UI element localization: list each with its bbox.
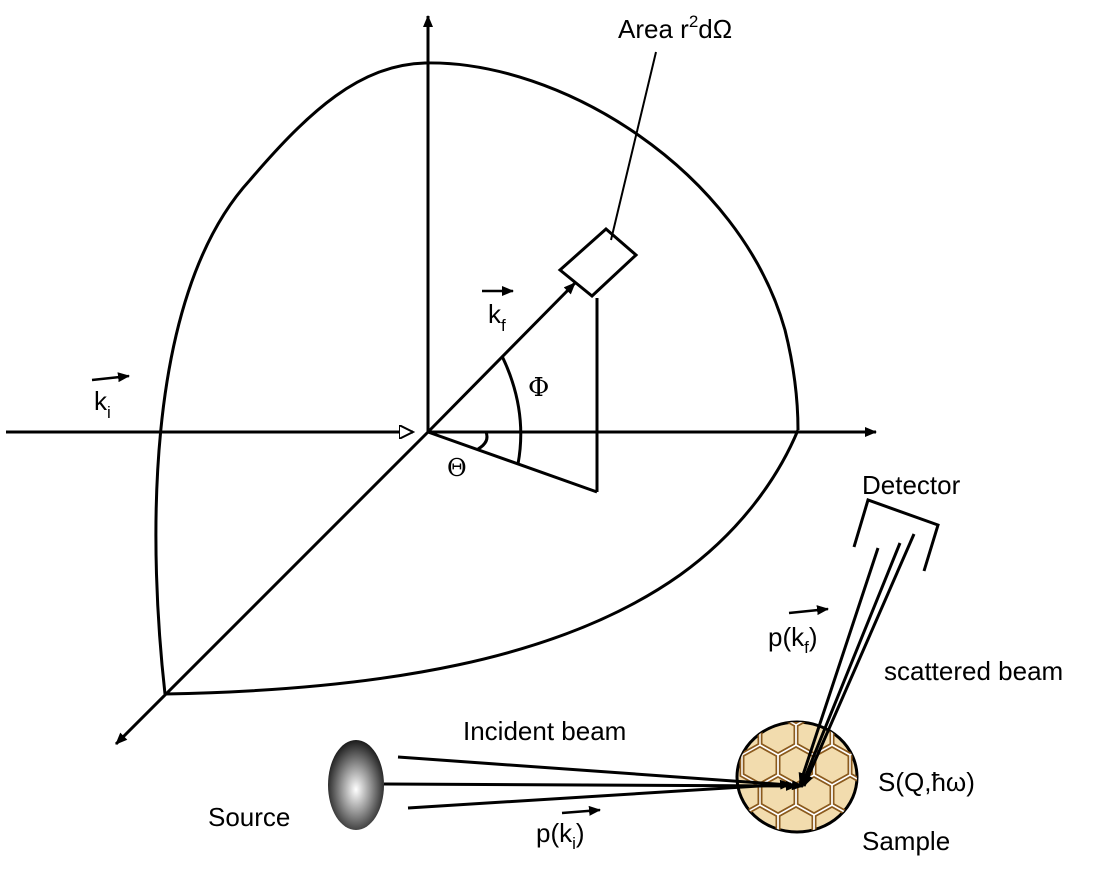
incident-ray-bottom <box>407 779 792 810</box>
svg-text:p(ki): p(ki) <box>536 818 585 853</box>
p-kf-label: p(kf) <box>768 605 829 657</box>
phi-angle-arc <box>500 355 523 465</box>
sample-lattice <box>739 722 857 832</box>
theta-angle-arc <box>477 431 489 451</box>
phi-label: Φ <box>528 373 549 403</box>
sample <box>735 720 859 834</box>
incident-ray-middle <box>383 780 798 791</box>
coordinate-axes <box>6 15 877 746</box>
svg-text:ki: ki <box>94 386 111 422</box>
scattered-beam-label: scattered beam <box>884 656 1063 686</box>
scattered-ray-3 <box>802 533 916 787</box>
sphere-front-arc <box>154 61 800 695</box>
p-ki-overarrow <box>561 805 601 816</box>
sample-label: Sample <box>862 826 950 856</box>
depth-axis <box>114 430 430 746</box>
scattered-ray-2 <box>800 542 902 786</box>
experiment-sketch: Source <box>208 470 1063 856</box>
detector-shape <box>852 498 940 572</box>
area-element-rectangle <box>557 227 639 298</box>
sphere-outline <box>154 61 800 696</box>
area-label: Area r2dΩ <box>618 12 732 44</box>
theta-label: Θ <box>447 454 467 482</box>
source-ellipse <box>328 740 384 830</box>
scattered-ray-1 <box>798 547 880 785</box>
structure-factor-label: S(Q,ħω) <box>878 767 975 797</box>
projection-ground <box>427 430 598 494</box>
area-leader-line <box>610 51 657 241</box>
sphere-bottom-arc <box>164 429 800 696</box>
incident-ray-top <box>397 755 804 791</box>
detector-area-element <box>557 51 657 298</box>
incident-beam-label: Incident beam <box>463 716 626 746</box>
detector-label: Detector <box>862 470 961 500</box>
p-ki-label: p(ki) <box>536 805 601 853</box>
kf-label: kf <box>482 286 514 335</box>
svg-text:kf: kf <box>488 299 506 335</box>
incident-beam <box>383 755 804 810</box>
projection-lines <box>427 298 599 494</box>
p-kf-overarrow <box>788 605 829 616</box>
scattered-beam <box>798 533 916 787</box>
svg-text:p(kf): p(kf) <box>768 622 818 657</box>
ki-overarrow <box>91 372 130 383</box>
source-label: Source <box>208 802 290 832</box>
ki-label: ki <box>91 372 130 422</box>
